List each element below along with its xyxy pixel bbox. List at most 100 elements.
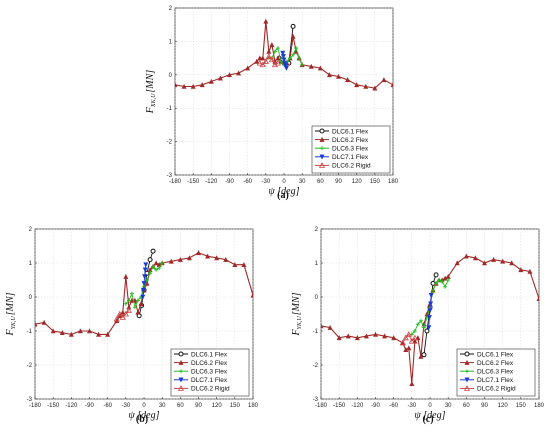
legend-label: DLC7.1 Flex — [332, 154, 369, 161]
data-point — [321, 323, 324, 329]
data-point — [132, 305, 137, 310]
data-point — [428, 292, 434, 298]
x-axis-label: ψ [deg] — [415, 410, 446, 421]
series-4 — [426, 292, 434, 331]
x-tick-label: 90 — [481, 403, 488, 409]
x-tick-label: -60 — [103, 403, 112, 409]
legend-marker — [177, 385, 185, 391]
x-tick-label: 60 — [177, 403, 184, 409]
data-point — [190, 83, 196, 89]
legend-item: DLC6.1 Flex — [460, 351, 514, 358]
data-point — [500, 258, 506, 264]
y-axis-label: FYK,U[MN] — [5, 292, 17, 336]
x-tick-label: -150 — [47, 403, 60, 409]
data-point — [431, 288, 436, 293]
data-point — [232, 262, 238, 268]
legend-label: DLC6.2 Rigid — [332, 163, 371, 170]
data-point — [236, 70, 242, 76]
data-point — [527, 268, 533, 274]
data-point — [223, 256, 229, 262]
data-point — [280, 54, 286, 60]
panel-label: (a) — [277, 190, 289, 201]
data-point — [175, 82, 178, 88]
data-point — [363, 83, 369, 89]
data-point — [290, 23, 296, 29]
data-point — [434, 281, 439, 286]
series-5 — [256, 53, 282, 68]
data-point — [144, 280, 150, 286]
data-layer — [175, 18, 393, 91]
legend-marker — [464, 359, 470, 365]
data-point — [59, 330, 65, 336]
x-tick-label: -90 — [225, 179, 234, 185]
data-point — [119, 314, 126, 320]
data-point — [96, 331, 102, 337]
series-5 — [399, 331, 418, 346]
data-point — [269, 42, 275, 48]
data-point — [145, 278, 150, 282]
data-point — [300, 62, 305, 67]
x-axis-label: ψ [deg] — [129, 410, 160, 421]
y-tick-label: -2 — [167, 140, 173, 146]
data-point — [345, 77, 351, 83]
data-point — [418, 318, 423, 323]
data-point — [50, 328, 56, 334]
legend-label: DLC6.2 Flex — [191, 360, 228, 367]
legend-label: DLC6.3 Flex — [332, 146, 369, 153]
x-tick-label: 30 — [299, 179, 306, 185]
chart-panel-3: -180 -150 -120 -90 -60 -30 0 30 60 90 120 150 180-3-… — [291, 227, 545, 425]
data-point — [256, 59, 263, 66]
data-point — [160, 261, 165, 265]
x-tick-label: 0 — [282, 179, 286, 185]
legend-marker — [319, 136, 325, 142]
series-5 — [113, 307, 132, 322]
data-point — [35, 321, 38, 327]
data-point — [227, 72, 232, 78]
x-tick-label: -180 — [29, 403, 42, 409]
legend-marker — [464, 377, 470, 383]
data-point — [123, 301, 128, 306]
data-point — [278, 59, 283, 64]
x-tick-label: -150 — [187, 179, 200, 185]
x-tick-label: 150 — [370, 179, 381, 185]
data-point — [241, 262, 247, 268]
x-tick-label: -90 — [371, 403, 380, 409]
data-point — [140, 287, 146, 293]
legend-label: DLC6.1 Flex — [477, 351, 514, 358]
data-point — [129, 291, 134, 296]
y-tick-label: 1 — [169, 39, 173, 45]
data-point — [274, 59, 282, 66]
data-point — [186, 255, 192, 261]
legend-item: DLC6.2 Flex — [315, 137, 369, 144]
data-point — [142, 274, 148, 280]
y-tick-label: 0 — [29, 295, 33, 301]
data-point — [280, 50, 286, 56]
data-point — [275, 46, 280, 51]
data-point — [113, 315, 120, 322]
x-tick-label: 120 — [352, 179, 363, 185]
data-point — [354, 335, 360, 341]
data-point — [283, 65, 289, 71]
data-point — [181, 83, 187, 89]
y-tick-label: 1 — [315, 261, 319, 267]
data-point — [288, 56, 293, 61]
data-point — [327, 324, 333, 330]
y-tick-label: -3 — [313, 397, 319, 403]
data-point — [472, 255, 478, 261]
data-point — [196, 250, 201, 256]
data-point — [68, 331, 74, 337]
legend-marker — [318, 162, 326, 168]
legend-label: DLC6.1 Flex — [191, 351, 228, 358]
legend-item: DLC6.2 Rigid — [460, 385, 516, 393]
data-point — [135, 298, 140, 303]
legend-item: DLC6.2 Rigid — [174, 385, 230, 393]
data-point — [135, 309, 141, 315]
data-point — [294, 46, 299, 51]
data-point — [440, 279, 445, 284]
data-point — [421, 325, 426, 330]
data-point — [141, 281, 147, 287]
x-tick-label: 60 — [463, 403, 470, 409]
x-tick-label: -30 — [407, 403, 416, 409]
x-axis-label: ψ [deg] — [269, 186, 300, 197]
data-point — [263, 18, 269, 24]
